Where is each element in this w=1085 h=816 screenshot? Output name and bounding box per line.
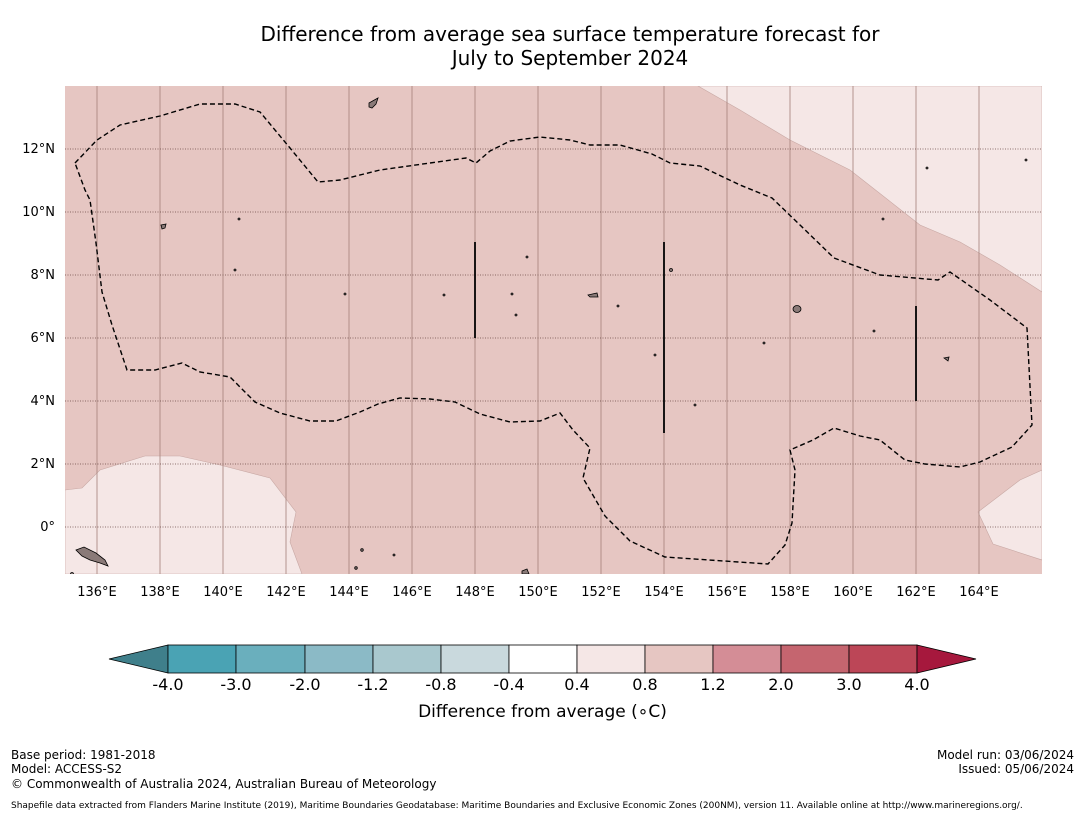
lon-tick-label: 164°E <box>959 585 999 600</box>
lon-tick-label: 148°E <box>455 585 495 600</box>
island-chuuk <box>587 292 599 298</box>
colorbar-title: Difference from average (∘C) <box>418 702 667 722</box>
model-name: Model: ACCESS-S2 <box>11 762 123 776</box>
colorbar-tick-label: -0.4 <box>493 675 525 694</box>
copyright: © Commonwealth of Australia 2024, Austra… <box>11 777 437 791</box>
colorbar-tick-label: 0.8 <box>632 675 658 694</box>
footer-left: Base period: 1981-2018 Model: ACCESS-S2 <box>11 748 156 776</box>
colorbar-tick-label: 2.0 <box>768 675 794 694</box>
island-guam <box>368 97 379 109</box>
title-line-1: Difference from average sea surface temp… <box>260 22 880 46</box>
colorbar-segment <box>508 644 578 674</box>
colorbar-tick-label: 1.2 <box>700 675 726 694</box>
lat-tick-label: 8°N <box>31 268 56 283</box>
lon-tick-label: 144°E <box>329 585 369 600</box>
island-south-1 <box>521 568 530 574</box>
colorbar-segment <box>712 644 782 674</box>
colorbar-tick-label: 0.4 <box>564 675 590 694</box>
island-pohnpei <box>792 305 802 313</box>
colorbar-segment <box>304 644 374 674</box>
island-small-1 <box>160 223 167 230</box>
issued-date: Issued: 05/06/2024 <box>958 762 1074 776</box>
base-period: Base period: 1981-2018 <box>11 748 156 762</box>
title-line-2: July to September 2024 <box>451 46 689 70</box>
colorbar-segment <box>644 644 714 674</box>
lon-tick-label: 142°E <box>266 585 306 600</box>
lat-tick-label: 0° <box>40 520 55 535</box>
lon-tick-label: 146°E <box>392 585 432 600</box>
shapefile-credit: Shapefile data extracted from Flanders M… <box>11 801 1023 811</box>
colorbar-tick-label: -4.0 <box>152 675 184 694</box>
footer-right: Model run: 03/06/2024 Issued: 05/06/2024 <box>937 748 1074 776</box>
parallel-gridlines <box>65 148 1042 528</box>
islands <box>70 97 1028 574</box>
colorbar-extend-low <box>108 644 169 674</box>
colorbar-segment <box>848 644 918 674</box>
lat-tick-label: 2°N <box>31 457 56 472</box>
lon-tick-label: 152°E <box>581 585 621 600</box>
lon-tick-label: 136°E <box>77 585 117 600</box>
colorbar-tick-label: 4.0 <box>904 675 930 694</box>
colorbar-segment <box>235 644 306 674</box>
island-new-guinea-north <box>75 546 109 567</box>
lon-tick-label: 150°E <box>518 585 558 600</box>
colorbar-segment <box>372 644 442 674</box>
lat-tick-label: 4°N <box>31 394 56 409</box>
lon-tick-label: 140°E <box>203 585 243 600</box>
colorbar-tick-label: -2.0 <box>289 675 321 694</box>
lon-tick-label: 138°E <box>140 585 180 600</box>
colorbar-segment <box>167 644 237 674</box>
lon-tick-label: 162°E <box>896 585 936 600</box>
colorbar-segment <box>780 644 850 674</box>
colorbar <box>108 644 977 674</box>
chart-title: Difference from average sea surface temp… <box>0 22 1085 70</box>
island-kosrae <box>943 356 950 362</box>
colorbar-segment <box>576 644 646 674</box>
colorbar-segment <box>440 644 510 674</box>
colorbar-tick-label: -1.2 <box>357 675 389 694</box>
longitude-tick-labels: 136°E 138°E 140°E 142°E 144°E 146°E 148°… <box>77 585 999 600</box>
latitude-tick-labels: 12°N 10°N 8°N 6°N 4°N 2°N 0° <box>22 142 55 535</box>
lat-tick-label: 12°N <box>22 142 55 157</box>
sst-anomaly-map: 136°E 138°E 140°E 142°E 144°E 146°E 148°… <box>22 86 1042 674</box>
lat-tick-label: 6°N <box>31 331 56 346</box>
boundary-segments <box>474 242 917 433</box>
colorbar-tick-label: -3.0 <box>220 675 252 694</box>
cool-northeast-region <box>697 86 1042 293</box>
lon-tick-label: 160°E <box>833 585 873 600</box>
model-run: Model run: 03/06/2024 <box>936 748 1074 762</box>
meridian-gridlines <box>96 86 980 574</box>
colorbar-tick-label: -0.8 <box>425 675 457 694</box>
colorbar-extend-high <box>916 644 977 674</box>
lon-tick-label: 154°E <box>644 585 684 600</box>
colorbar-tick-label: 3.0 <box>836 675 862 694</box>
lat-tick-label: 10°N <box>22 205 55 220</box>
cool-southeast-region <box>977 469 1042 561</box>
lon-tick-label: 158°E <box>770 585 810 600</box>
lon-tick-label: 156°E <box>707 585 747 600</box>
